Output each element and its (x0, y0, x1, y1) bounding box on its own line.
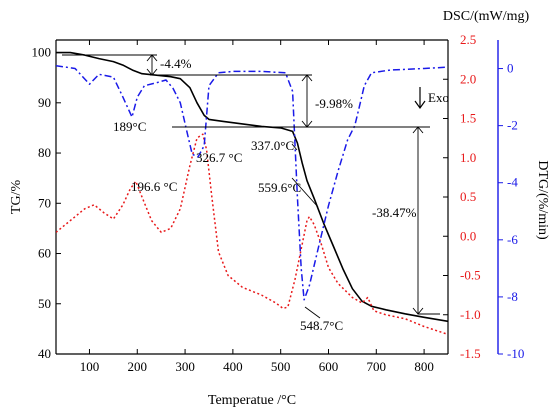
x-tick-label-400: 400 (223, 359, 243, 374)
tg-tick-label-100: 100 (32, 45, 52, 60)
tg-axis-title: TG/% (9, 180, 24, 215)
tg-tick-label-40: 40 (38, 346, 51, 361)
label-peak-5487: 548.7°C (300, 318, 343, 333)
dtg-tick-label--8: -8 (507, 289, 518, 304)
dtg-tick-label--4: -4 (507, 175, 518, 190)
dsc-tick-label-1: 1.0 (460, 150, 476, 165)
bracket-44-arrows (146, 54, 158, 76)
bracket-998-arrows (301, 74, 313, 128)
dtg-tick-label--2: -2 (507, 118, 518, 133)
label-mass-loss-2: -9.98% (315, 96, 353, 111)
dsc-tick-label-1.5: 1.5 (460, 111, 476, 126)
tg-tick-label-50: 50 (38, 296, 51, 311)
ticks-layer: 100 200 300 400 500 600 700 800 40 50 60 70 80 90 100 2… (32, 32, 525, 374)
label-peak-5596: 559.6°C (258, 180, 301, 195)
dsc-tick-label-2.5: 2.5 (460, 32, 476, 47)
label-exo: Exo (428, 90, 449, 105)
dsc-tick-label--1: -1.0 (460, 307, 481, 322)
dsc-tick-label--0.5: -0.5 (460, 268, 481, 283)
dtg-tick-label--10: -10 (507, 346, 524, 361)
x-tick-label-500: 500 (271, 359, 291, 374)
leader-3267 (291, 143, 298, 151)
plot-background (56, 40, 448, 354)
label-peak-1966: 196.6 °C (131, 179, 177, 194)
dtg-tick-label--6: -6 (507, 232, 518, 247)
dsc-axis-title: DSC/(mW/mg) (443, 9, 530, 24)
label-peak-3370: 337.0°C (251, 138, 294, 153)
dsc-tick-label-2: 2.0 (460, 71, 476, 86)
dsc-tick-label-0.5: 0.5 (460, 189, 476, 204)
label-peak-189: 189°C (113, 119, 146, 134)
x-tick-label-300: 300 (175, 359, 195, 374)
leader-5487 (304, 306, 321, 319)
dtg-axis-title: DTG/(%/min) (535, 160, 550, 240)
tg-tick-label-90: 90 (38, 95, 51, 110)
annotation-lines (62, 54, 440, 319)
label-peak-3267: 326.7 °C (196, 150, 242, 165)
x-tick-label-800: 800 (414, 359, 434, 374)
tg-tick-label-70: 70 (38, 195, 51, 210)
leader-5596 (291, 177, 319, 208)
label-mass-loss-3: -38.47% (372, 205, 417, 220)
dsc-tick-label-0: 0.0 (460, 228, 476, 243)
x-tick-label-200: 200 (128, 359, 148, 374)
x-tick-label-100: 100 (80, 359, 100, 374)
dsc-tick-label--1.5: -1.5 (460, 346, 481, 361)
x-tick-label-700: 700 (367, 359, 387, 374)
exo-arrow-head (414, 100, 426, 110)
x-axis-title: Temperatue /°C (208, 393, 296, 408)
dsc-curve (56, 133, 448, 336)
tg-tick-label-80: 80 (38, 145, 51, 160)
dtg-tick-label-0: 0 (507, 61, 514, 76)
tg-curve (56, 51, 448, 323)
label-mass-loss-1: -4.4% (160, 56, 192, 71)
tg-tick-label-60: 60 (38, 246, 51, 261)
series-layer (56, 51, 448, 336)
dtg-curve (56, 64, 448, 301)
x-tick-label-600: 600 (319, 359, 339, 374)
